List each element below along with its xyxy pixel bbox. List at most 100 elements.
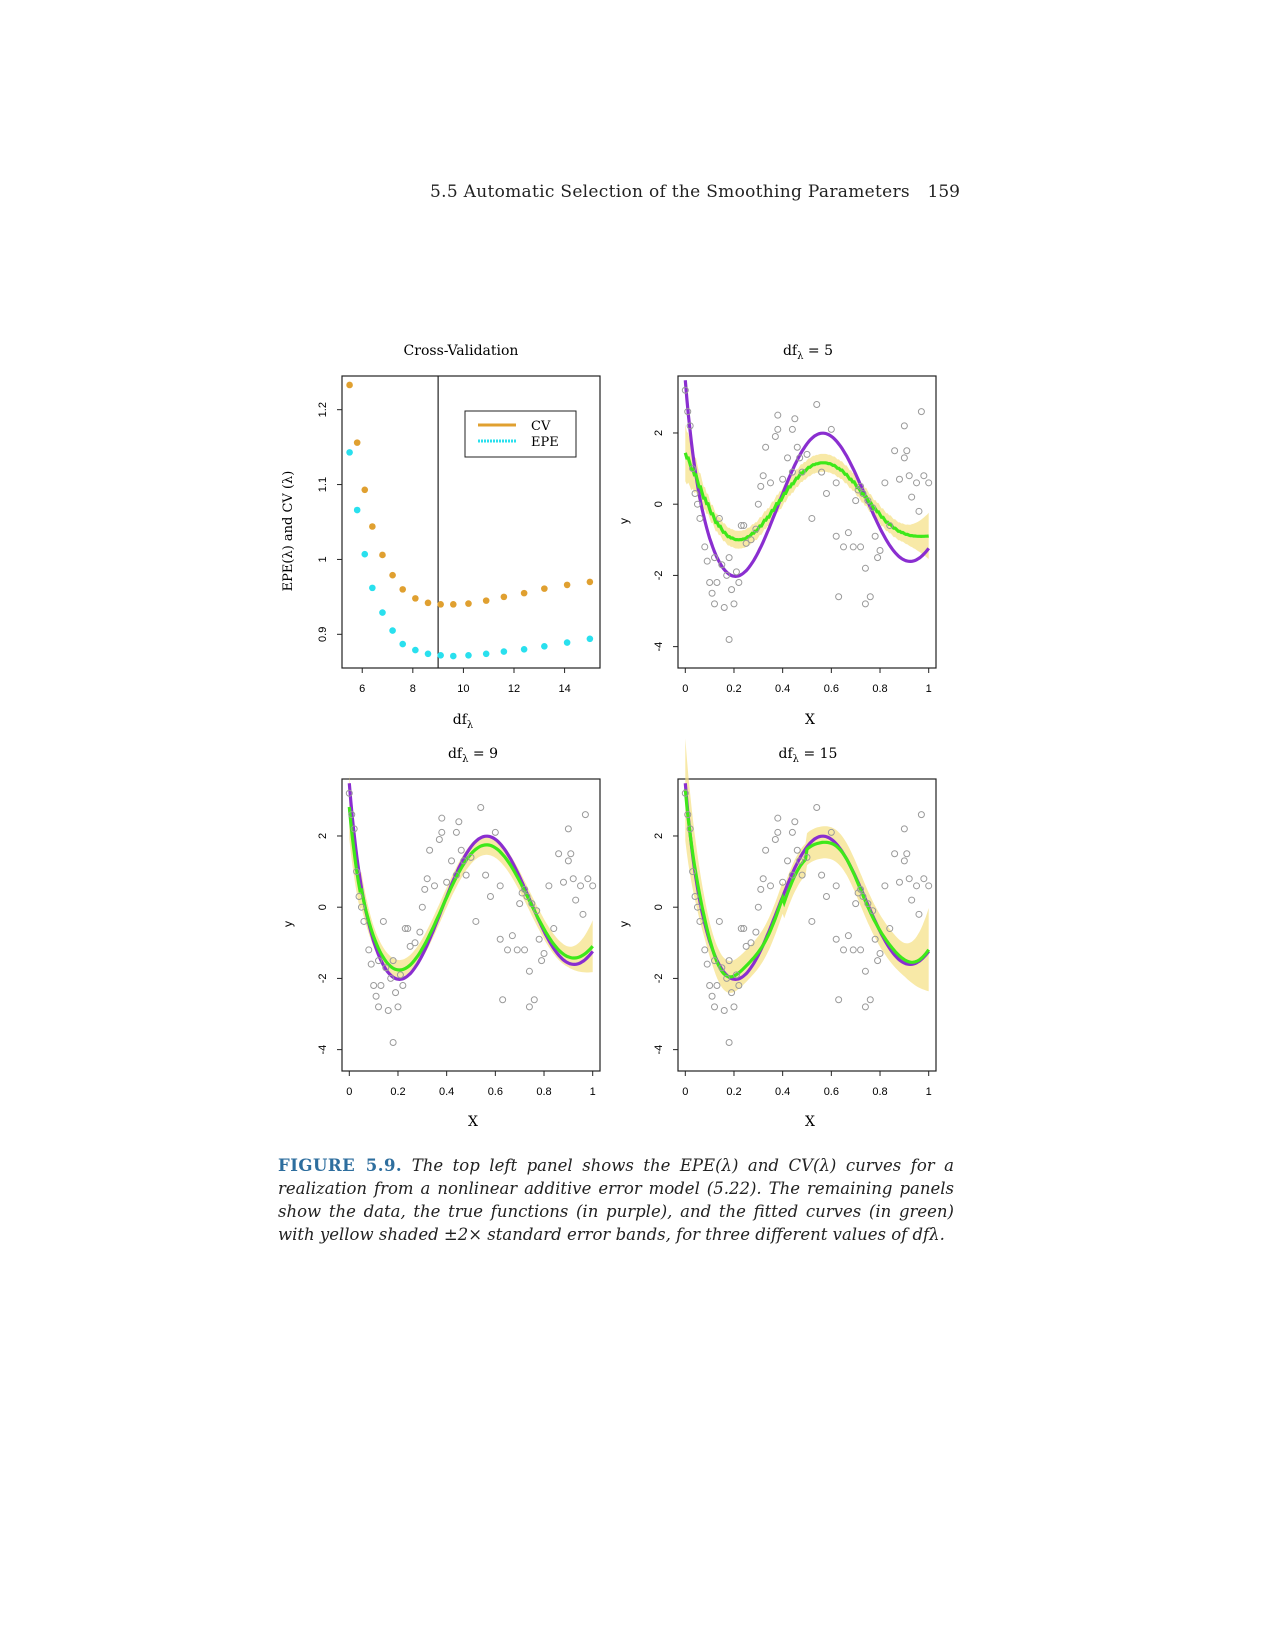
- data-point: [917, 408, 925, 416]
- data-point: [827, 828, 835, 836]
- x-tick-label: 0.2: [726, 1086, 741, 1098]
- data-point: [774, 828, 782, 836]
- data-point: [737, 925, 745, 933]
- legend: CV EPE: [464, 410, 577, 458]
- data-point: [518, 889, 526, 897]
- data-point: [864, 900, 872, 908]
- data-point: [891, 447, 899, 455]
- data-point: [496, 882, 504, 890]
- data-point: [684, 811, 692, 819]
- x-tick-label: 12: [508, 683, 520, 695]
- data-point: [813, 803, 821, 811]
- y-tick-label: 2: [653, 833, 665, 839]
- data-point: [455, 818, 463, 826]
- data-points: [346, 381, 594, 660]
- data-point: [477, 803, 485, 811]
- epe-point: [353, 506, 361, 514]
- data-point: [725, 957, 733, 965]
- y-tick-label: 1.2: [317, 402, 329, 417]
- data-point: [370, 982, 378, 990]
- data-point: [900, 422, 908, 430]
- cv-point: [482, 597, 490, 604]
- data-point: [467, 853, 475, 861]
- data-point: [752, 928, 760, 936]
- cv-point: [346, 381, 353, 389]
- data-point: [876, 546, 884, 554]
- data-point: [499, 996, 507, 1004]
- data-point: [681, 789, 689, 797]
- data-point: [866, 996, 874, 1004]
- data-point: [438, 814, 446, 822]
- x-tick-label: 0.8: [872, 1086, 887, 1098]
- data-point: [691, 490, 699, 498]
- data-point: [508, 932, 516, 940]
- data-point: [728, 586, 736, 594]
- data-point: [732, 971, 740, 979]
- epe-point: [369, 584, 376, 592]
- data-point: [525, 1003, 533, 1011]
- data-point: [771, 836, 779, 844]
- data-point: [735, 982, 743, 990]
- cv-point: [369, 523, 376, 530]
- data-point: [387, 974, 395, 982]
- data-point: [345, 789, 353, 797]
- data-point: [747, 536, 755, 544]
- true-function-curve: [683, 380, 930, 579]
- data-point: [852, 900, 860, 908]
- data-point: [472, 917, 480, 925]
- data-point: [791, 415, 799, 423]
- data-point: [559, 878, 567, 886]
- data-point: [840, 543, 848, 551]
- data-point: [496, 935, 504, 943]
- y-tick-label: -4: [653, 1045, 665, 1055]
- panel-title: dfλ = 15: [779, 746, 838, 765]
- data-point: [808, 917, 816, 925]
- x-tick-label: 14: [558, 683, 570, 695]
- data-point: [844, 932, 852, 940]
- data-point: [808, 514, 816, 522]
- data-point: [793, 846, 801, 854]
- x-tick-label: 0.8: [872, 683, 887, 695]
- data-point: [448, 857, 456, 865]
- data-point: [686, 422, 694, 430]
- data-point: [411, 939, 419, 947]
- data-point: [684, 408, 692, 416]
- data-point: [701, 543, 709, 551]
- x-tick-label: 6: [359, 683, 365, 695]
- data-point: [367, 960, 375, 968]
- data-points: [681, 386, 933, 644]
- panel-title: dfλ = 9: [448, 746, 498, 765]
- epe-point: [379, 609, 386, 616]
- data-point: [832, 935, 840, 943]
- x-tick-label: 0.8: [536, 1086, 551, 1098]
- data-point: [569, 875, 577, 883]
- data-point: [579, 910, 587, 918]
- data-point: [818, 871, 826, 879]
- y-axis-label: y: [281, 921, 295, 927]
- y-tick-label: 1.1: [317, 477, 329, 492]
- data-point: [533, 907, 541, 915]
- data-point: [766, 882, 774, 890]
- data-point: [462, 871, 470, 879]
- data-point: [693, 500, 701, 508]
- data-point: [915, 910, 923, 918]
- data-point: [915, 507, 923, 515]
- data-point: [886, 925, 894, 933]
- data-point: [886, 522, 894, 530]
- data-point: [523, 893, 531, 901]
- data-point: [555, 850, 563, 858]
- data-point: [443, 878, 451, 886]
- epe-point: [465, 651, 472, 659]
- data-point: [353, 868, 361, 876]
- data-point: [564, 825, 572, 833]
- running-head: 5.5 Automatic Selection of the Smoothing…: [430, 182, 910, 202]
- data-point: [835, 593, 843, 601]
- data-point: [762, 443, 770, 451]
- data-point: [754, 500, 762, 508]
- data-point: [564, 857, 572, 865]
- data-point: [832, 532, 840, 540]
- data-point: [538, 957, 546, 965]
- data-point: [713, 982, 721, 990]
- data-point: [793, 443, 801, 451]
- data-point: [832, 882, 840, 890]
